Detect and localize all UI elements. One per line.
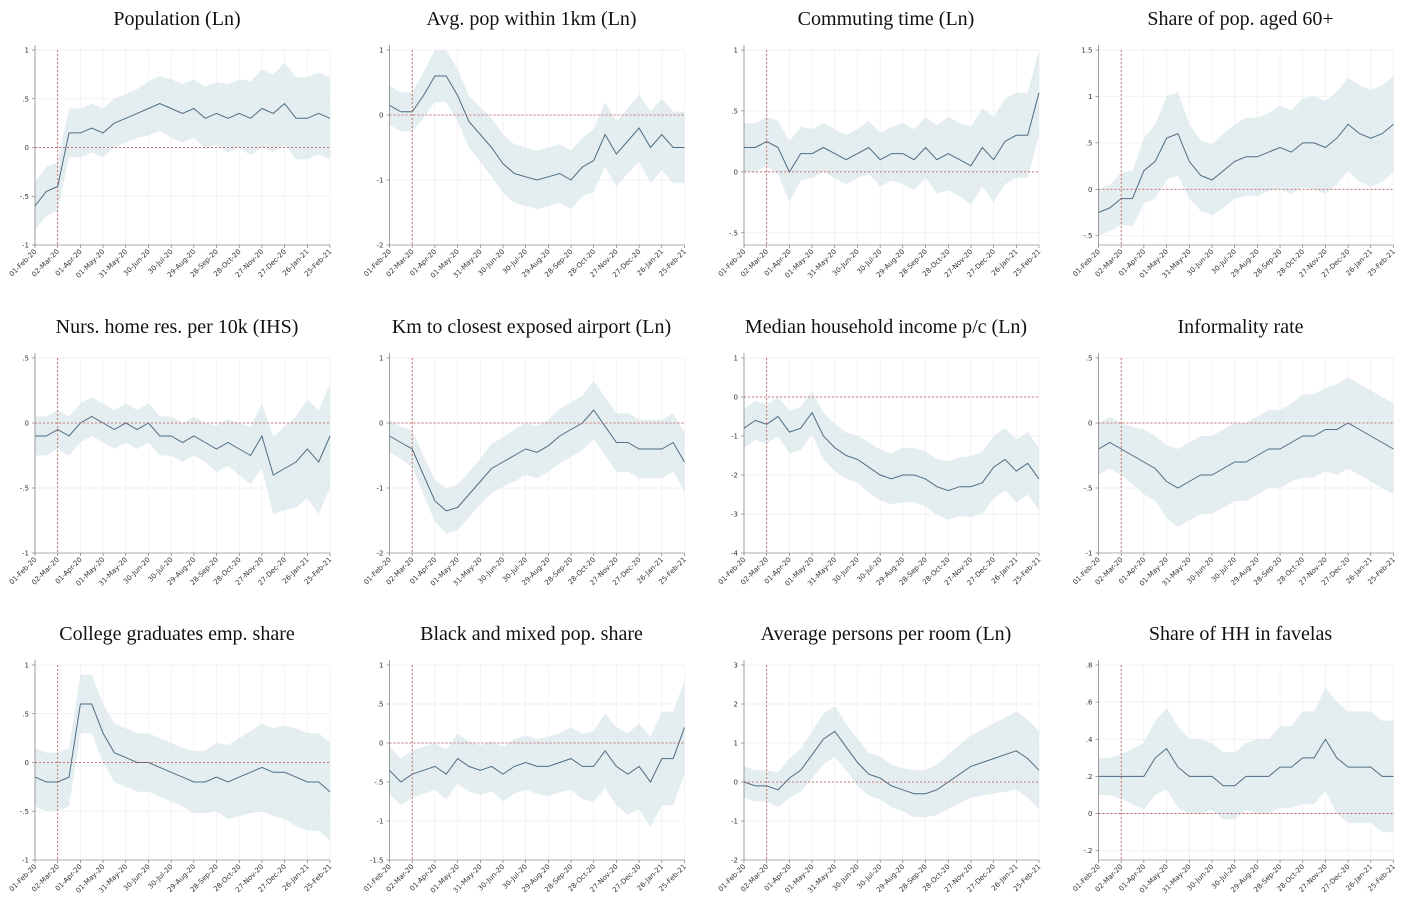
y-tick-label: -.5 [20, 193, 29, 201]
y-tick-label: -2 [377, 550, 384, 558]
y-tick-label: 0 [379, 112, 383, 120]
estimate-line [743, 730, 1040, 795]
panel-title: Km to closest exposed airport (Ln) [392, 316, 671, 338]
panel-title: Share of pop. aged 60+ [1147, 8, 1333, 30]
y-tick-label: 0 [379, 740, 383, 748]
y-tick-label: .6 [1086, 699, 1093, 707]
panel-title: Avg. pop within 1km (Ln) [426, 8, 636, 30]
panel-title: Commuting time (Ln) [798, 8, 975, 30]
estimate-line [389, 75, 685, 181]
panel-title: Informality rate [1177, 316, 1303, 338]
y-tick-label: 1 [734, 47, 738, 55]
y-tick-label: -1.5 [370, 857, 384, 865]
y-tick-label: .5 [731, 107, 738, 115]
y-tick-label: 0 [25, 420, 29, 428]
confidence-band [389, 50, 685, 210]
estimate-line [1098, 422, 1394, 489]
y-tick-label: 1 [379, 47, 383, 55]
y-tick-label: -1 [377, 485, 384, 493]
estimate-line [389, 409, 685, 512]
y-tick-label: .5 [1086, 139, 1093, 147]
y-tick-label: -1 [22, 242, 29, 250]
y-tick-label: 0 [734, 779, 738, 787]
y-tick-label: 0 [734, 394, 738, 402]
confidence-band [1098, 377, 1394, 527]
y-tick-label: 1 [734, 740, 738, 748]
confidence-band [389, 380, 685, 534]
y-tick-label: 1 [25, 47, 29, 55]
confidence-band [1098, 687, 1394, 833]
y-tick-label: 0 [25, 144, 29, 152]
y-tick-label: -.5 [374, 779, 383, 787]
panel-title: Black and mixed pop. share [420, 623, 643, 645]
y-tick-label: -1 [1086, 550, 1093, 558]
y-tick-label: .5 [377, 701, 384, 709]
y-tick-label: 2 [734, 701, 738, 709]
y-tick-label: .5 [22, 355, 29, 363]
y-tick-label: -1 [731, 433, 738, 441]
y-tick-label: .2 [1086, 773, 1093, 781]
y-tick-label: -1 [377, 177, 384, 185]
y-tick-label: -2 [731, 472, 738, 480]
y-tick-label: 0 [1088, 186, 1092, 194]
y-tick-label: 1 [25, 662, 29, 670]
confidence-band [744, 391, 1039, 520]
y-tick-label: 1 [379, 355, 383, 363]
y-tick-label: -.5 [20, 808, 29, 816]
panel-title: Population (Ln) [113, 8, 240, 30]
y-tick-label: -1 [22, 857, 29, 865]
y-tick-label: 1 [1088, 93, 1092, 101]
y-tick-label: -3 [731, 511, 738, 519]
y-tick-label: -.5 [729, 229, 738, 237]
panel-title: Median household income p/c (Ln) [745, 316, 1027, 338]
y-tick-label: -1 [22, 550, 29, 558]
y-tick-label: 0 [379, 420, 383, 428]
confidence-band [35, 674, 330, 841]
estimate-line [1098, 738, 1394, 787]
y-tick-label: .4 [1086, 736, 1093, 744]
confidence-band [744, 50, 1039, 205]
y-tick-label: 3 [734, 662, 738, 670]
y-tick-label: -1 [377, 818, 384, 826]
y-tick-label: -1 [731, 818, 738, 826]
panel-title: Nurs. home res. per 10k (IHS) [56, 316, 299, 338]
y-tick-label: .8 [1086, 662, 1093, 670]
y-tick-label: -.5 [20, 485, 29, 493]
panel-title: College graduates emp. share [59, 623, 295, 645]
estimate-line [34, 703, 331, 793]
y-tick-label: -2 [731, 857, 738, 865]
confidence-band [35, 384, 330, 514]
y-tick-label: -2 [377, 242, 384, 250]
y-tick-label: .5 [22, 710, 29, 718]
estimate-line [744, 92, 1040, 173]
y-tick-label: 0 [25, 759, 29, 767]
panel-title: Average persons per room (Ln) [761, 623, 1012, 645]
y-tick-label: -.5 [1083, 232, 1092, 240]
confidence-band [389, 680, 685, 828]
estimate-line [743, 411, 1040, 492]
y-tick-label: 0 [1088, 420, 1092, 428]
y-tick-label: 1 [734, 355, 738, 363]
y-tick-label: 0 [1088, 810, 1092, 818]
y-tick-label: 1 [379, 662, 383, 670]
confidence-band [744, 706, 1039, 818]
y-tick-label: 0 [734, 168, 738, 176]
estimate-line [34, 102, 331, 207]
y-tick-label: .5 [1086, 355, 1093, 363]
panel-title: Share of HH in favelas [1149, 623, 1332, 645]
estimate-line [389, 727, 685, 783]
y-tick-label: -.2 [1083, 847, 1092, 855]
confidence-band [35, 62, 330, 231]
y-tick-label: -.5 [1083, 485, 1092, 493]
estimate-line [1098, 123, 1394, 213]
y-tick-label: 1.5 [1081, 47, 1092, 55]
confidence-band [1098, 76, 1394, 236]
estimate-line [35, 415, 331, 476]
y-tick-label: .5 [22, 95, 29, 103]
y-tick-label: -4 [731, 550, 739, 558]
